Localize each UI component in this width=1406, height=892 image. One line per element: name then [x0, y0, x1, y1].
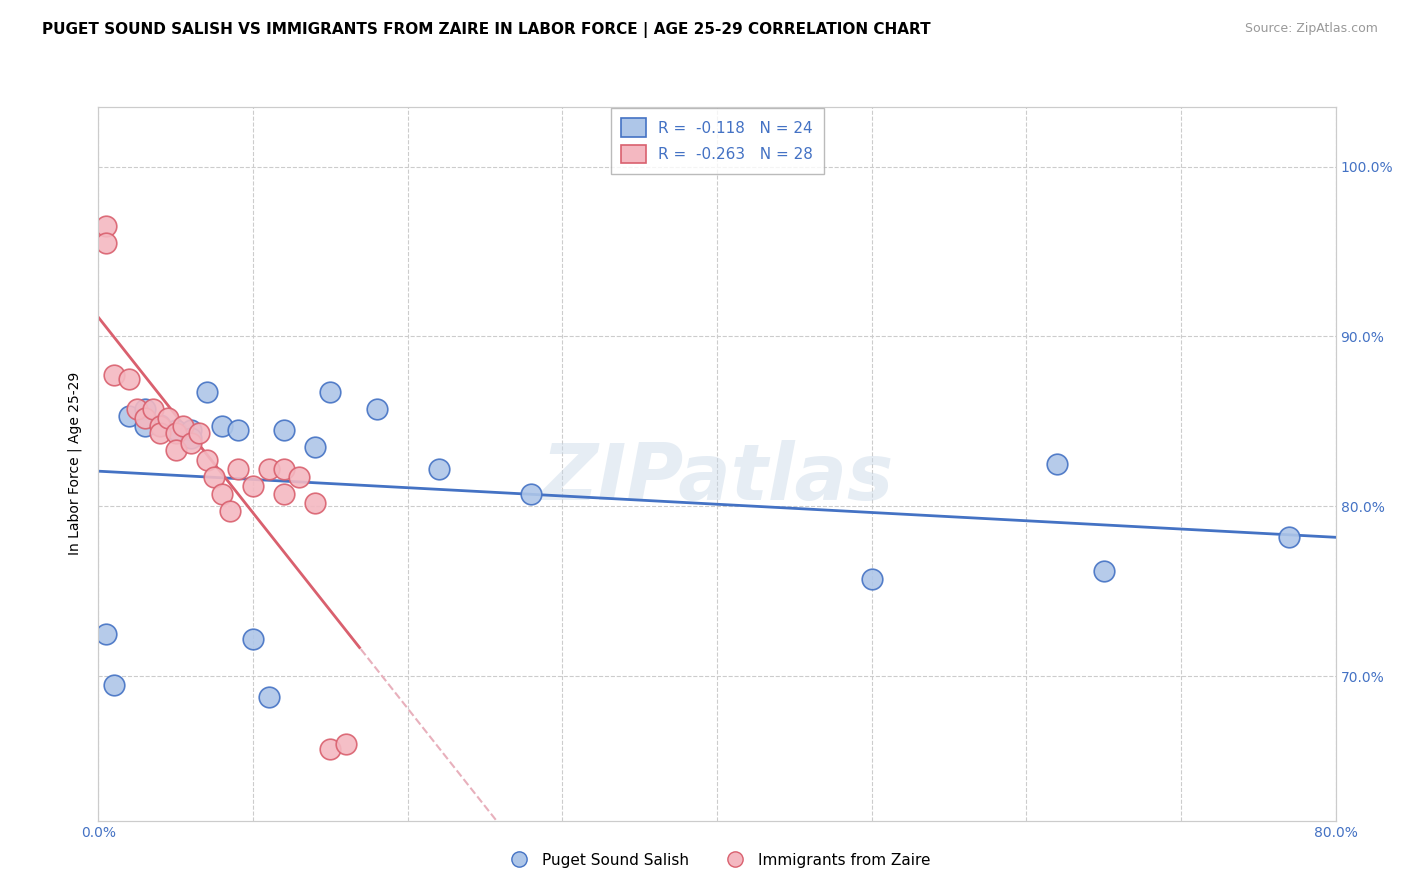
- Point: [134, 411, 156, 425]
- Point: [96, 626, 118, 640]
- Point: [211, 419, 233, 434]
- Point: [520, 487, 543, 501]
- Point: [304, 496, 326, 510]
- Point: [257, 690, 280, 704]
- Point: [180, 423, 202, 437]
- Point: [242, 632, 264, 646]
- Point: [304, 440, 326, 454]
- Point: [226, 423, 249, 437]
- Point: [165, 426, 187, 441]
- Text: ZIPatlas: ZIPatlas: [541, 440, 893, 516]
- Point: [219, 504, 242, 518]
- Point: [118, 372, 141, 386]
- Point: [180, 431, 202, 445]
- Point: [1278, 530, 1301, 544]
- Point: [142, 402, 165, 417]
- Point: [173, 419, 195, 434]
- Point: [211, 487, 233, 501]
- Point: [96, 219, 118, 233]
- Point: [273, 462, 295, 476]
- Point: [860, 573, 883, 587]
- Point: [96, 235, 118, 250]
- Text: PUGET SOUND SALISH VS IMMIGRANTS FROM ZAIRE IN LABOR FORCE | AGE 25-29 CORRELATI: PUGET SOUND SALISH VS IMMIGRANTS FROM ZA…: [42, 22, 931, 38]
- Point: [165, 443, 187, 458]
- Point: [257, 462, 280, 476]
- Point: [157, 411, 180, 425]
- Point: [319, 385, 342, 400]
- Point: [1046, 457, 1069, 471]
- Point: [134, 419, 156, 434]
- Point: [149, 417, 172, 432]
- Point: [366, 402, 388, 417]
- Point: [273, 487, 295, 501]
- Point: [319, 742, 342, 756]
- Point: [427, 462, 450, 476]
- Point: [180, 436, 202, 450]
- Point: [288, 470, 311, 484]
- Point: [1092, 564, 1115, 578]
- Point: [188, 426, 211, 441]
- Point: [195, 453, 218, 467]
- Point: [149, 426, 172, 441]
- Text: Source: ZipAtlas.com: Source: ZipAtlas.com: [1244, 22, 1378, 36]
- Point: [118, 409, 141, 424]
- Point: [149, 419, 172, 434]
- Point: [103, 678, 125, 692]
- Point: [273, 423, 295, 437]
- Point: [103, 368, 125, 383]
- Point: [204, 470, 226, 484]
- Point: [195, 385, 218, 400]
- Point: [226, 462, 249, 476]
- Point: [242, 479, 264, 493]
- Point: [165, 423, 187, 437]
- Point: [335, 737, 357, 751]
- Point: [134, 402, 156, 417]
- Y-axis label: In Labor Force | Age 25-29: In Labor Force | Age 25-29: [67, 372, 83, 556]
- Legend: Puget Sound Salish, Immigrants from Zaire: Puget Sound Salish, Immigrants from Zair…: [498, 847, 936, 873]
- Point: [127, 402, 149, 417]
